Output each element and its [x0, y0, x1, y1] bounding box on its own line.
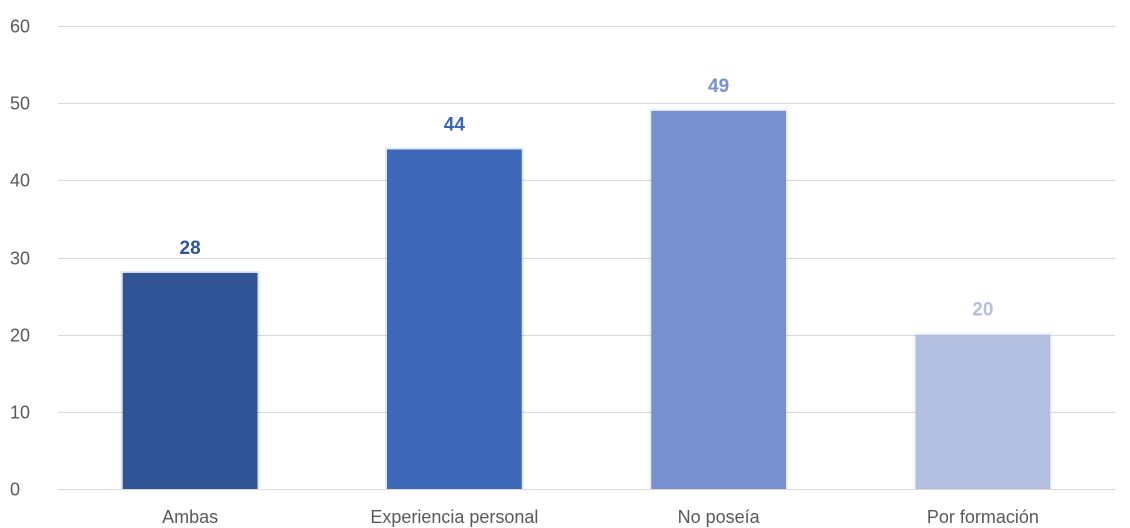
bar-no-pose-a — [651, 111, 786, 489]
x-category-label: Por formación — [927, 507, 1039, 527]
y-tick-label: 20 — [10, 326, 30, 346]
bar-por-formaci-n — [915, 335, 1050, 489]
x-axis-category-labels: Ambas Experiencia personal No poseía Por fo… — [162, 507, 1039, 527]
bar-experiencia-personal — [387, 149, 522, 489]
y-axis-tick-labels: 0 10 20 30 40 50 60 — [10, 17, 30, 500]
y-tick-label: 30 — [10, 249, 30, 269]
y-tick-label: 10 — [10, 403, 30, 423]
data-labels: 28 44 49 20 — [180, 76, 994, 321]
x-category-label: No poseía — [678, 507, 761, 527]
data-label: 20 — [972, 300, 993, 321]
x-category-label: Ambas — [162, 507, 218, 527]
bars — [121, 109, 1053, 489]
x-category-label: Experiencia personal — [370, 507, 538, 527]
data-label: 49 — [708, 76, 729, 97]
y-tick-label: 0 — [10, 480, 20, 500]
data-label: 44 — [444, 114, 466, 135]
data-label: 28 — [180, 238, 201, 259]
y-tick-label: 60 — [10, 17, 30, 37]
bar-ambas — [123, 273, 258, 489]
y-tick-label: 50 — [10, 94, 30, 114]
y-tick-label: 40 — [10, 171, 30, 191]
